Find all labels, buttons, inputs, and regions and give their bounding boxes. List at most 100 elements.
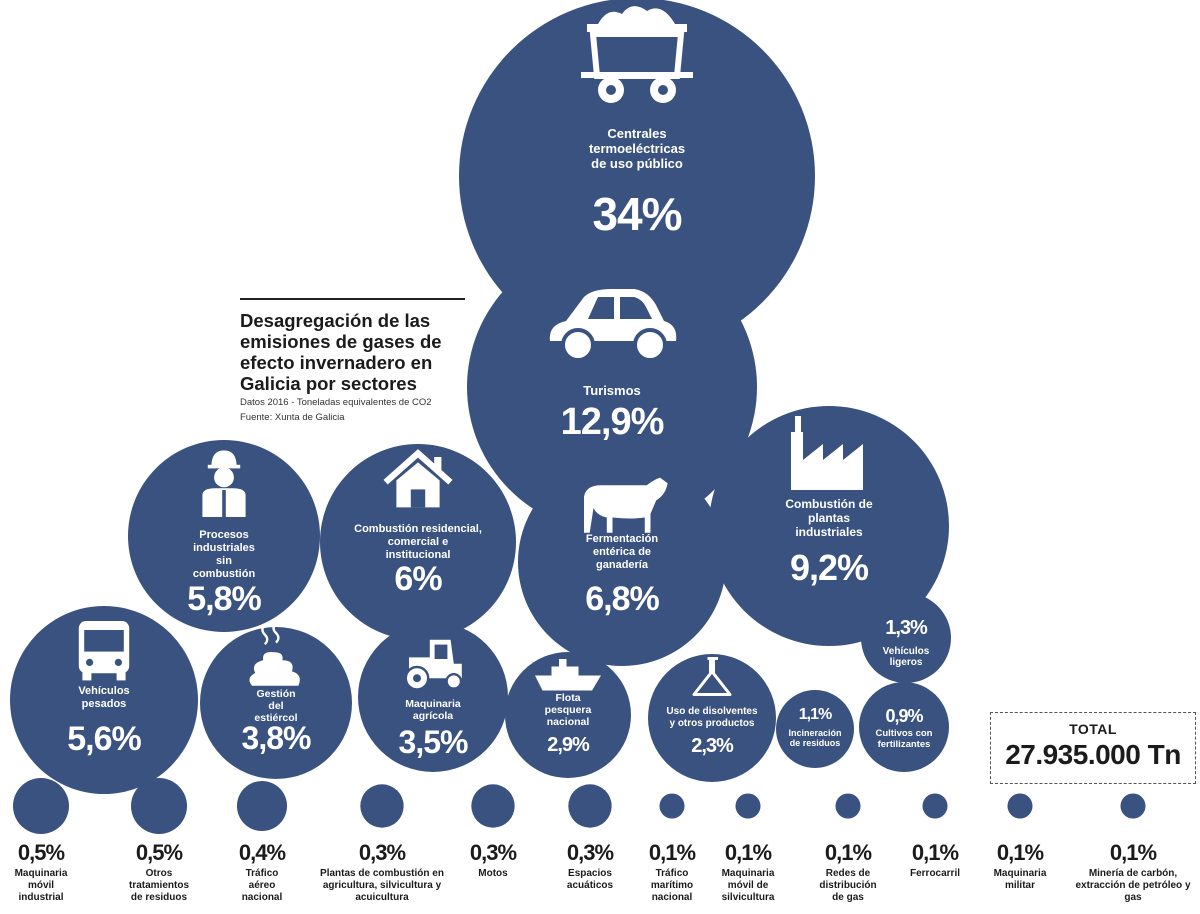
value-label: 0,4% — [239, 840, 286, 865]
value-label: 6% — [394, 560, 442, 598]
small-bubble-4: 0,3% Plantas de combustión en agricultura,… — [320, 784, 444, 903]
sector-label: Vehículos pesados — [78, 685, 129, 710]
total-label: TOTAL — [1069, 721, 1117, 737]
sector-label: Maquinaria agrícola — [405, 698, 461, 722]
bubble-circle — [358, 622, 508, 772]
bubble-circle — [320, 444, 516, 640]
bubble-circle — [861, 593, 951, 683]
small-bubble-5: 0,3% Motos — [470, 784, 518, 879]
bubble-circle — [128, 440, 320, 632]
bubble-circle — [236, 780, 288, 832]
bubble-circle — [568, 784, 612, 828]
cow-icon — [584, 477, 668, 533]
bubble-circle — [709, 406, 949, 646]
sector-label: Tráfico marítimo nacional — [651, 868, 693, 903]
worker-icon — [202, 450, 246, 517]
value-label: 6,8% — [585, 580, 659, 618]
small-bubble-10: 0,1% Ferrocarril — [910, 793, 960, 879]
house-icon — [383, 449, 453, 508]
sector-label: Otros tratamientos de residuos — [129, 868, 189, 903]
total-box: TOTAL 27.935.000 Tn — [990, 712, 1196, 784]
factory-icon — [791, 416, 863, 490]
value-label: 5,8% — [187, 580, 261, 618]
sector-label: Espacios acuáticos — [567, 868, 614, 891]
value-label: 1,3% — [885, 617, 928, 639]
chart-title-block: Desagregación de las emisiones de gases … — [240, 298, 465, 424]
bubble-circle — [200, 627, 352, 779]
value-label: 0,3% — [470, 840, 517, 865]
bubble-circle — [776, 690, 854, 768]
sector-label: Redes de distribución de gas — [819, 868, 876, 903]
sector-label: Cultivos con fertilizantes — [875, 728, 932, 750]
value-label: 3,8% — [242, 720, 311, 756]
bubble-circle — [471, 784, 515, 828]
small-bubble-11: 0,1% Maquinaria militar — [994, 793, 1047, 891]
bubble-circle — [518, 458, 726, 666]
value-label: 0,5% — [136, 840, 183, 865]
value-label: 1,1% — [799, 706, 832, 723]
value-label: 2,9% — [547, 734, 590, 756]
bubble-7: Vehículos pesados 5,6% — [10, 606, 198, 794]
bubble-circle — [648, 654, 776, 782]
sector-label: Plantas de combustión en agricultura, sil… — [320, 868, 444, 903]
value-label: 0,3% — [567, 840, 614, 865]
small-bubble-3: 0,4% Tráfico aéreo nacional — [236, 780, 288, 903]
value-label: 0,3% — [359, 840, 406, 865]
bubble-circle — [360, 784, 404, 828]
bubble-circle — [131, 778, 187, 834]
sector-label: Centrales termoeléctricas de uso público — [589, 126, 685, 171]
value-label: 0,5% — [18, 840, 65, 865]
value-label: 2,3% — [691, 735, 734, 757]
coal-wagon-icon — [581, 6, 693, 103]
small-bubble-9: 0,1% Redes de distribución de gas — [819, 793, 877, 903]
bubble-circle — [505, 652, 631, 778]
bubble-circle — [659, 793, 685, 819]
sector-label: Maquinaria móvil industrial — [15, 868, 68, 903]
bubble-circle — [1120, 793, 1146, 819]
small-bubble-1: 0,5% Maquinaria móvil industrial — [13, 778, 69, 903]
value-label: 0,1% — [725, 840, 772, 865]
value-label: 0,1% — [912, 840, 959, 865]
bus-icon — [78, 621, 130, 681]
bubble-circle — [859, 682, 949, 772]
value-label: 0,1% — [1110, 840, 1157, 865]
manure-icon — [249, 622, 300, 686]
chart-subtitle: Datos 2016 - Toneladas equivalentes de C… — [240, 397, 432, 408]
sector-label: Combustión de plantas industriales — [785, 497, 873, 539]
sector-label: Flota pesquera nacional — [545, 692, 592, 728]
ship-icon — [535, 659, 601, 691]
sector-label: Vehículos ligeros — [883, 646, 930, 668]
total-value: 27.935.000 Tn — [1005, 739, 1181, 770]
bubble-4: Fermentación entérica de ganadería 6,8% — [518, 458, 726, 666]
sector-label: Gestión del estiércol — [254, 688, 297, 724]
bubble-10: Flota pesquera nacional 2,9% — [505, 652, 631, 778]
small-bubble-6: 0,3% Espacios acuáticos — [567, 784, 615, 891]
sector-label: Maquinaria militar — [994, 868, 1047, 891]
sector-label: Tráfico aéreo nacional — [242, 868, 283, 903]
sector-label: Procesos industriales sin combustión — [193, 529, 256, 580]
sector-label: Ferrocarril — [910, 868, 960, 879]
chart-title: Desagregación de las emisiones de gases … — [240, 310, 442, 394]
bubble-13: Incineración de residuos 1,1% — [776, 690, 854, 768]
value-label: 0,9% — [885, 706, 923, 726]
small-bubble-2: 0,5% Otros tratamientos de residuos — [129, 778, 189, 903]
value-label: 0,1% — [649, 840, 696, 865]
tractor-icon — [404, 639, 463, 691]
value-label: 3,5% — [399, 724, 468, 760]
sector-label: Combustión residencial, comercial e instit… — [354, 523, 482, 561]
bubble-11: Uso de disolventes y otros productos 2,3% — [648, 654, 776, 782]
sector-label: Uso de disolventes y otros productos — [666, 706, 758, 729]
value-label: 0,1% — [997, 840, 1044, 865]
small-bubble-12: 0,1% Minería de carbón, extracción de petr… — [1075, 793, 1191, 903]
car-icon — [549, 289, 677, 362]
value-label: 9,2% — [790, 547, 869, 588]
sector-label: Maquinaria móvil de silvicultura — [722, 868, 775, 903]
sector-label: Incineración de residuos — [788, 728, 841, 748]
bubble-2: Turismos 12,9% — [467, 242, 757, 532]
chart-source: Fuente: Xunta de Galicia — [240, 412, 345, 423]
value-label: 0,1% — [825, 840, 872, 865]
